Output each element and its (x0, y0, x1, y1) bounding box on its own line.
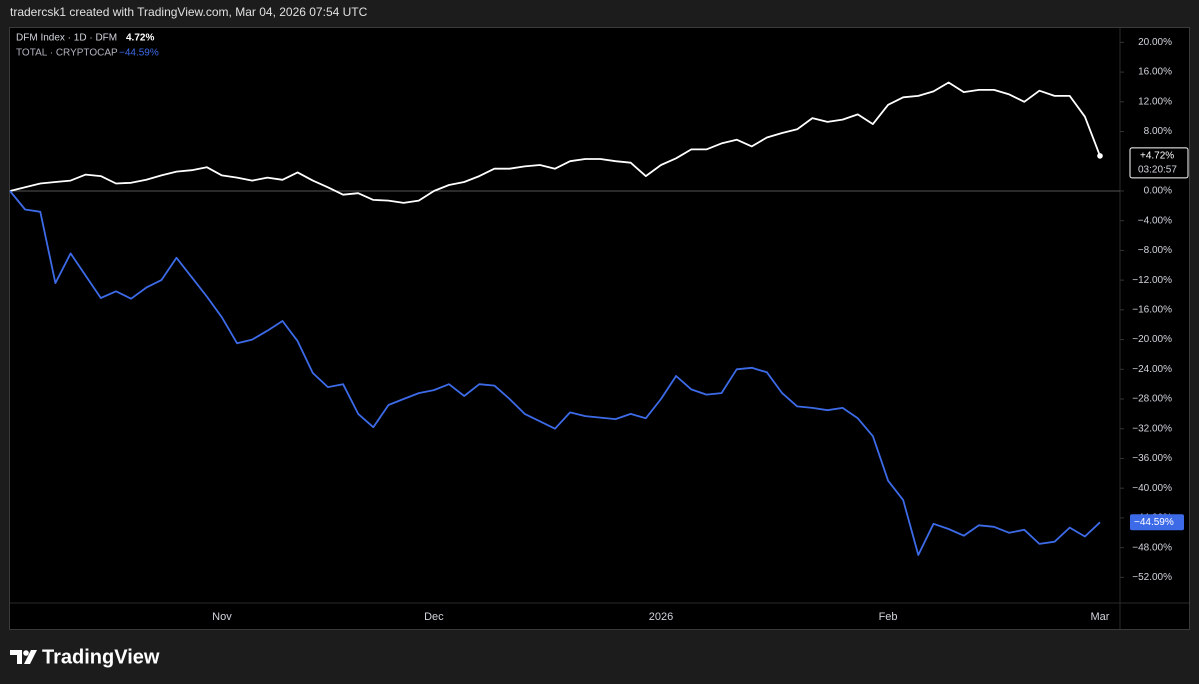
watermark: TradingView (42, 646, 160, 668)
y-tick-label: 12.00% (1138, 96, 1172, 107)
header: tradercsk1 created with TradingView.com,… (10, 5, 368, 19)
y-tick-label: −40.00% (1132, 483, 1172, 494)
logo-icon (23, 650, 29, 656)
chart-panel (9, 27, 1190, 630)
price-label-box (1130, 514, 1184, 531)
x-tick-label: Mar (1091, 611, 1110, 623)
series-line (9, 81, 1101, 204)
price-label: +4.72% (1140, 151, 1174, 162)
x-tick-label: Feb (879, 611, 898, 623)
x-tick-label: Nov (212, 611, 232, 623)
logo: TradingView (10, 646, 160, 668)
y-tick-label: −12.00% (1132, 275, 1172, 286)
y-tick-label: −24.00% (1132, 364, 1172, 375)
y-tick-label: 0.00% (1144, 186, 1172, 197)
y-tick-label: 20.00% (1138, 37, 1172, 48)
legend-value: 4.72% (126, 33, 154, 44)
countdown: 03:20:57 (1138, 165, 1177, 176)
price-label: −44.59% (1134, 517, 1174, 528)
y-tick-label: −8.00% (1138, 245, 1172, 256)
legend: DFM Index · 1D · DFM 4.72% TOTAL · CRYPT… (16, 33, 159, 59)
logo-icon (10, 650, 37, 664)
legend-name: TOTAL · CRYPTOCAP (16, 48, 118, 59)
last-point (1097, 153, 1103, 159)
x-tick-label: Dec (424, 611, 444, 623)
series-line (9, 190, 1101, 556)
y-tick-label: −36.00% (1132, 453, 1172, 464)
legend-name: DFM Index · 1D · DFM (16, 33, 117, 44)
price-label-box (1129, 147, 1189, 179)
y-tick-label: −4.00% (1138, 215, 1172, 226)
y-tick-label: −52.00% (1132, 572, 1172, 583)
y-tick-label: 16.00% (1138, 67, 1172, 78)
legend-value: −44.59% (119, 48, 159, 59)
y-tick-label: −28.00% (1132, 394, 1172, 405)
y-tick-label: −48.00% (1132, 542, 1172, 553)
y-tick-label: −20.00% (1132, 334, 1172, 345)
y-tick-label: 8.00% (1144, 126, 1172, 137)
y-tick-label: −16.00% (1132, 304, 1172, 315)
y-tick-label: −32.00% (1132, 423, 1172, 434)
x-tick-label: 2026 (649, 611, 673, 623)
